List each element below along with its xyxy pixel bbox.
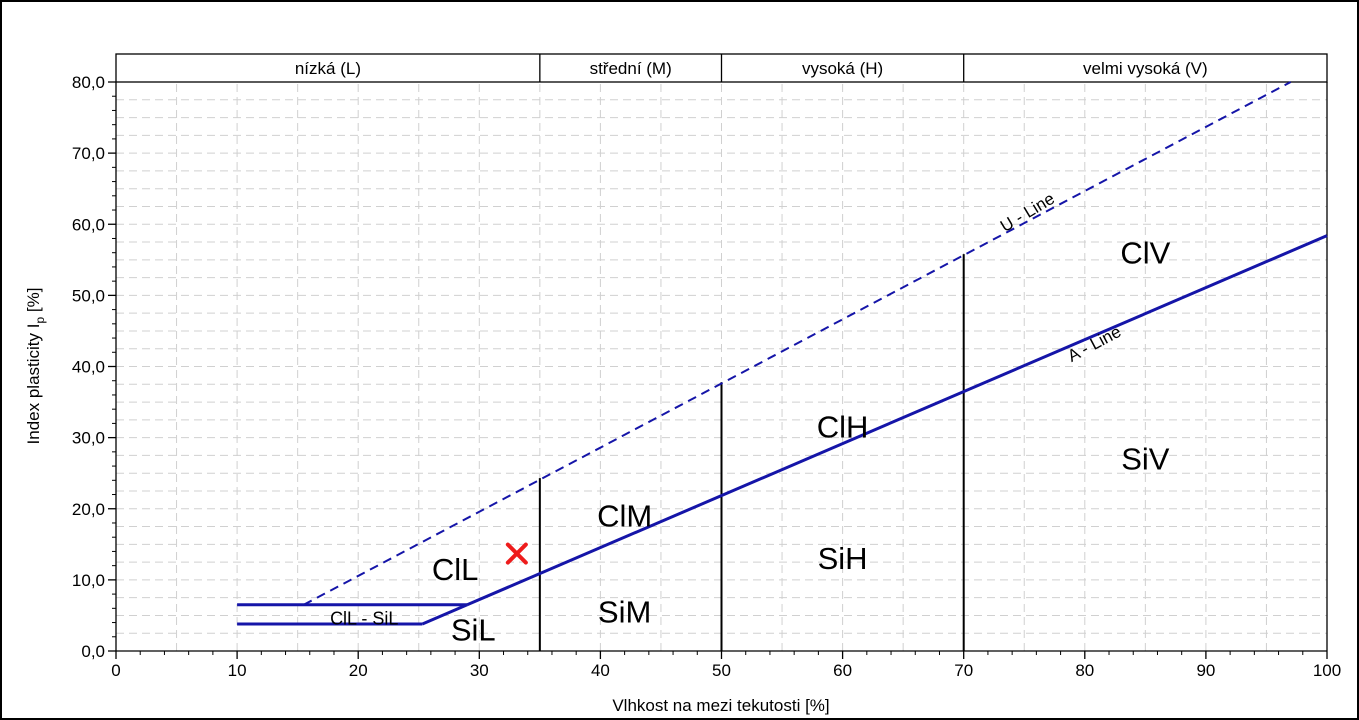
- region-label: SiV: [1121, 442, 1170, 477]
- a-line: [466, 234, 1328, 607]
- region-label: ClL - SiL: [330, 609, 398, 629]
- x-tick-label: 60: [833, 661, 852, 680]
- sample-point-marker: [505, 542, 528, 565]
- band-label: střední (M): [590, 59, 672, 78]
- y-tick-label: 70,0: [72, 144, 105, 163]
- x-tick-label: 80: [1075, 661, 1094, 680]
- x-tick-label: 90: [1196, 661, 1215, 680]
- region-label: ClH: [817, 410, 869, 445]
- y-axis-title-subscript: p: [33, 317, 47, 324]
- x-tick-label: 50: [712, 661, 731, 680]
- connector-line: [421, 603, 468, 626]
- band-label: velmi vysoká (V): [1083, 59, 1208, 78]
- y-axis-title-unit: [%]: [24, 288, 43, 317]
- region-label: SiM: [598, 595, 651, 630]
- marker-stroke: [505, 542, 528, 565]
- band-label: vysoká (H): [802, 59, 883, 78]
- u-line: [303, 81, 1292, 606]
- x-tick-label: 0: [111, 661, 120, 680]
- x-tick-label: 20: [349, 661, 368, 680]
- x-tick-label: 10: [228, 661, 247, 680]
- y-tick-label: 40,0: [72, 358, 105, 377]
- region-label: ClM: [597, 499, 652, 534]
- y-tick-label: 60,0: [72, 215, 105, 234]
- series-lines: [237, 81, 1328, 651]
- x-tick-label: 100: [1313, 661, 1341, 680]
- band-label: nízká (L): [295, 59, 361, 78]
- y-axis-title: Index plasticity Ip [%]: [24, 288, 47, 445]
- x-tick-label: 40: [591, 661, 610, 680]
- y-tick-label: 20,0: [72, 500, 105, 519]
- region-label: SiL: [451, 612, 496, 647]
- y-tick-label: 10,0: [72, 571, 105, 590]
- y-tick-label: 80,0: [72, 73, 105, 92]
- region-label: SiH: [818, 541, 868, 576]
- y-axis-title-main: Index plasticity I: [24, 324, 43, 445]
- plasticity-band-header: nízká (L) střední (M) vysoká (H) velmi vyso…: [115, 53, 1328, 83]
- sample-points: [505, 542, 528, 565]
- x-axis-title: Vlhkost na mezi tekutosti [%]: [612, 696, 829, 715]
- x-tick-label: 70: [954, 661, 973, 680]
- x-tick-label: 30: [470, 661, 489, 680]
- y-tick-label: 50,0: [72, 286, 105, 305]
- y-tick-label: 0,0: [81, 642, 105, 661]
- region-label: ClV: [1120, 235, 1170, 270]
- axes: 0 10 20 30 40 50 60 70 80 90 100 0,0 10,0 20,0 30,0 40,…: [72, 73, 1341, 680]
- region-label: ClL: [432, 552, 479, 587]
- y-tick-label: 30,0: [72, 429, 105, 448]
